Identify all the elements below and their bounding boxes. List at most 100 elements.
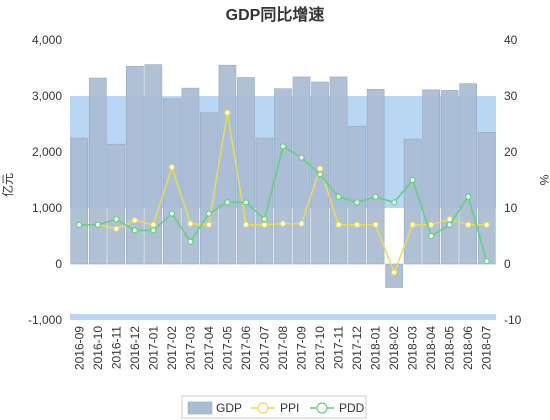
- point-ppi: [261, 221, 268, 228]
- point-ppi: [113, 225, 120, 232]
- point-ppi: [483, 221, 490, 228]
- point-pdd: [113, 216, 120, 223]
- x-tick-label: 2017-04: [202, 326, 216, 370]
- bar-gdp: [348, 125, 366, 265]
- legend-label-ppi: PPI: [280, 401, 299, 415]
- point-ppi: [372, 221, 379, 228]
- point-ppi: [187, 220, 194, 227]
- y-tick-label-left: 3,000: [32, 89, 62, 103]
- x-tick-label: 2018-07: [480, 326, 494, 370]
- point-ppi: [409, 221, 416, 228]
- bar-gdp: [163, 98, 181, 265]
- x-tick-label: 2017-05: [220, 326, 234, 370]
- bar-gdp: [477, 132, 496, 265]
- bar-gdp: [255, 137, 274, 265]
- bar-gdp: [366, 88, 385, 265]
- x-tick-label: 2018-04: [424, 326, 438, 370]
- point-pdd: [242, 199, 250, 206]
- point-ppi: [168, 164, 175, 171]
- bar-gdp: [422, 89, 440, 265]
- x-tick-label: 2018-01: [369, 326, 383, 370]
- point-ppi: [298, 220, 305, 227]
- point-ppi: [224, 109, 231, 116]
- point-pdd: [298, 154, 305, 161]
- y-tick-label-right: 10: [504, 201, 518, 215]
- bar-gdp: [459, 83, 478, 265]
- point-pdd: [316, 171, 324, 178]
- point-ppi: [279, 220, 287, 227]
- point-pdd: [187, 238, 194, 245]
- point-pdd: [150, 227, 157, 234]
- y-tick-label-left: 1,000: [32, 201, 62, 215]
- point-pdd: [94, 221, 101, 228]
- y-tick-label-right: 0: [504, 257, 511, 271]
- y-tick-label-left: -1,000: [28, 313, 62, 327]
- point-ppi: [242, 221, 250, 228]
- point-pdd: [76, 221, 83, 228]
- point-ppi: [316, 165, 324, 172]
- bar-gdp: [200, 112, 218, 265]
- legend-marker-pdd: [316, 402, 328, 414]
- x-tick-label: 2017-02: [165, 326, 179, 370]
- point-pdd: [335, 193, 342, 200]
- point-pdd: [483, 258, 490, 265]
- point-pdd: [372, 193, 379, 200]
- y-tick-label-left: 4,000: [32, 33, 62, 47]
- bar-gdp: [237, 77, 255, 265]
- bar-gdp: [107, 143, 126, 265]
- legend: GDP PPI PDD: [181, 395, 367, 419]
- bar-gdp: [126, 66, 144, 265]
- x-tick-label: 2018-03: [406, 326, 420, 370]
- point-ppi: [353, 221, 361, 228]
- point-pdd: [428, 232, 435, 240]
- bar-gdp: [218, 64, 237, 265]
- y-tick-label-left: 0: [55, 257, 62, 271]
- x-tick-label: 2017-03: [183, 326, 197, 370]
- x-tick-label: 2018-02: [387, 326, 401, 370]
- point-pdd: [391, 199, 398, 206]
- bar-gdp: [440, 90, 459, 265]
- point-pdd: [465, 193, 472, 200]
- x-tick-label: 2018-05: [443, 326, 457, 370]
- legend-marker-ppi: [257, 402, 269, 414]
- point-pdd: [131, 227, 138, 234]
- x-tick-label: 2018-06: [461, 326, 475, 370]
- point-pdd: [409, 176, 416, 184]
- bar-gdp: [144, 64, 163, 265]
- x-tick-label: 2016-10: [91, 326, 105, 370]
- x-tick-label: 2017-06: [239, 326, 253, 370]
- y-tick-label-right: 30: [504, 89, 518, 103]
- bar-gdp: [70, 137, 89, 265]
- point-ppi: [428, 221, 435, 228]
- point-pdd: [261, 216, 268, 223]
- bar-gdp: [292, 76, 311, 265]
- point-ppi: [205, 221, 213, 228]
- point-ppi: [465, 221, 472, 228]
- y-tick-label-right: 40: [504, 33, 518, 47]
- point-ppi: [335, 221, 342, 228]
- point-ppi: [446, 216, 453, 223]
- x-tick-label: 2017-11: [332, 326, 346, 369]
- bar-gdp: [329, 76, 348, 265]
- y-axis-left-label: 亿元: [0, 173, 15, 197]
- y-tick-label-left: 2,000: [32, 145, 62, 159]
- point-pdd: [168, 210, 175, 217]
- point-pdd: [446, 221, 453, 228]
- bar-gdp: [403, 138, 422, 265]
- x-tick-label: 2017-09: [295, 326, 309, 370]
- point-ppi: [150, 221, 157, 228]
- point-ppi: [391, 269, 398, 276]
- point-pdd: [279, 143, 287, 150]
- point-pdd: [353, 199, 361, 206]
- bar-gdp: [181, 87, 200, 265]
- bar-gdp: [385, 263, 403, 288]
- x-tick-label: 2017-08: [276, 326, 290, 370]
- line-series: [76, 109, 490, 276]
- x-tick-label: 2016-09: [72, 326, 86, 370]
- chart-title: GDP同比增速: [226, 5, 325, 24]
- point-pdd: [224, 199, 231, 206]
- bar-series-gdp: [70, 64, 496, 288]
- point-ppi: [131, 217, 138, 224]
- legend-label-gdp: GDP: [216, 401, 242, 415]
